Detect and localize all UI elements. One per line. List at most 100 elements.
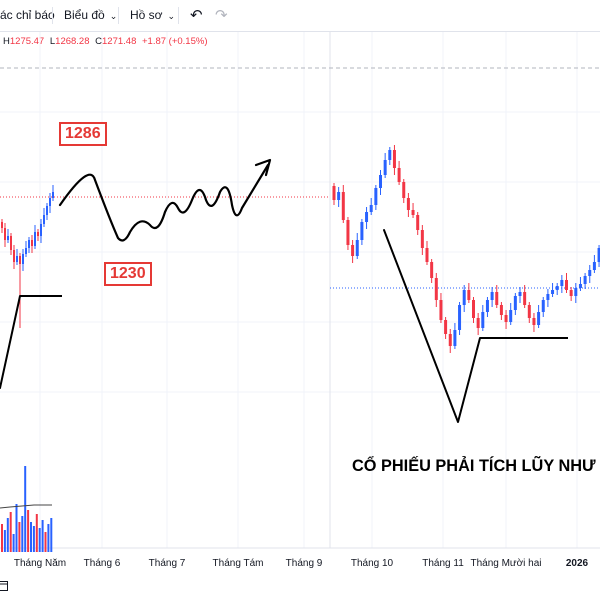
candle-body <box>416 215 420 230</box>
candle-body <box>523 292 527 305</box>
calendar-icon[interactable] <box>0 580 8 591</box>
volume-bar <box>1 524 3 552</box>
candle-body <box>565 280 568 290</box>
candle-body <box>402 182 406 198</box>
candle-body <box>458 305 462 330</box>
candle-body <box>527 305 531 318</box>
candle-body <box>541 300 545 312</box>
candle-body <box>537 312 541 325</box>
price-label-high-text: 1286 <box>65 125 101 142</box>
candle-body <box>481 312 485 328</box>
candle-body <box>551 290 555 294</box>
change-value: +1.87 (+0.15%) <box>142 36 208 47</box>
candle-body <box>49 198 51 206</box>
candle-body <box>332 186 336 200</box>
candle-body <box>369 205 373 212</box>
candle-body <box>392 150 396 168</box>
volume-bar <box>21 516 24 552</box>
candle-body <box>597 248 600 262</box>
close-key: C <box>95 36 103 47</box>
volume-bar <box>15 504 18 552</box>
candle-body <box>592 262 596 270</box>
candle-body <box>472 300 475 318</box>
volume-bar <box>44 532 47 552</box>
low-key: L <box>49 36 56 47</box>
volume-bars <box>1 466 53 552</box>
time-axis-label: Tháng 7 <box>148 558 186 569</box>
candle-body <box>351 245 355 256</box>
volume-bar <box>32 526 35 552</box>
candle-body <box>448 334 452 346</box>
candle-body <box>462 290 466 305</box>
volume-bar <box>38 528 41 552</box>
chart-grid <box>0 32 600 548</box>
candle-body <box>355 240 359 256</box>
candle-body <box>499 305 503 315</box>
candle-body <box>495 292 499 305</box>
toolbar-divider <box>178 7 179 24</box>
indicators-menu[interactable]: ác chỉ báo <box>0 8 55 22</box>
candle-body <box>397 168 401 182</box>
candle-body <box>7 236 9 240</box>
price-label-low-text: 1230 <box>110 265 146 282</box>
volume-bar <box>27 510 30 552</box>
candle-body <box>485 300 489 312</box>
chart-menu-button[interactable]: Biểu đồ ⌄ <box>64 8 117 22</box>
candle-body <box>52 192 54 198</box>
candle-body <box>425 248 429 262</box>
candle-body <box>43 215 45 224</box>
candle-body <box>388 150 392 160</box>
candle-body <box>46 206 48 215</box>
volume-bar <box>35 514 38 552</box>
redo-icon[interactable]: ↷ <box>215 7 228 24</box>
volume-bar <box>18 522 21 552</box>
time-axis-label: Tháng 11 <box>422 558 464 569</box>
time-axis-label: Tháng 6 <box>83 558 121 569</box>
candle-body <box>365 212 369 222</box>
candles-right <box>332 145 600 353</box>
candle-body <box>476 318 480 328</box>
candle-body <box>420 230 424 248</box>
candle-body <box>16 256 18 262</box>
undo-icon[interactable]: ↶ <box>190 7 203 24</box>
candle-body <box>28 240 30 248</box>
candle-body <box>439 300 443 320</box>
candle-body <box>406 198 410 210</box>
profile-menu-button[interactable]: Hồ sơ ⌄ <box>130 8 175 22</box>
candle-body <box>583 276 587 284</box>
chart-toolbar: ác chỉ báo Biểu đồ ⌄ Hồ sơ ⌄ ↶ ↷ <box>0 0 600 32</box>
candle-body <box>560 280 564 286</box>
time-axis-label: Tháng 9 <box>285 558 323 569</box>
drawn-forecast-path <box>58 163 270 242</box>
candle-body <box>13 250 15 262</box>
candle-body <box>37 232 39 236</box>
volume-bar <box>24 466 27 552</box>
candle-body <box>453 330 457 346</box>
candle-body <box>346 220 350 245</box>
close-value: 1271.48 <box>102 36 137 47</box>
candle-body <box>374 188 378 205</box>
candle-body <box>383 160 387 175</box>
time-axis-label-year: 2026 <box>565 558 589 569</box>
candle-body <box>434 278 438 300</box>
candle-body <box>22 254 24 264</box>
candle-body <box>504 315 508 322</box>
candle-body <box>19 256 21 264</box>
candle-body <box>1 222 3 228</box>
high-value: 1275.47 <box>9 36 45 47</box>
arrow-head-icon <box>254 158 272 177</box>
candles-left <box>1 185 54 328</box>
candle-body <box>31 240 33 246</box>
drawn-v-pattern <box>383 229 481 423</box>
time-axis-label: Tháng 10 <box>350 558 394 569</box>
volume-bar <box>30 522 32 552</box>
candle-body <box>411 210 415 215</box>
volume-bar <box>6 518 9 552</box>
volume-bar <box>9 512 12 552</box>
candle-body <box>4 228 6 240</box>
candle-body <box>467 290 471 300</box>
candle-body <box>360 222 364 240</box>
candle-body <box>588 270 592 276</box>
candle-body <box>40 224 42 236</box>
